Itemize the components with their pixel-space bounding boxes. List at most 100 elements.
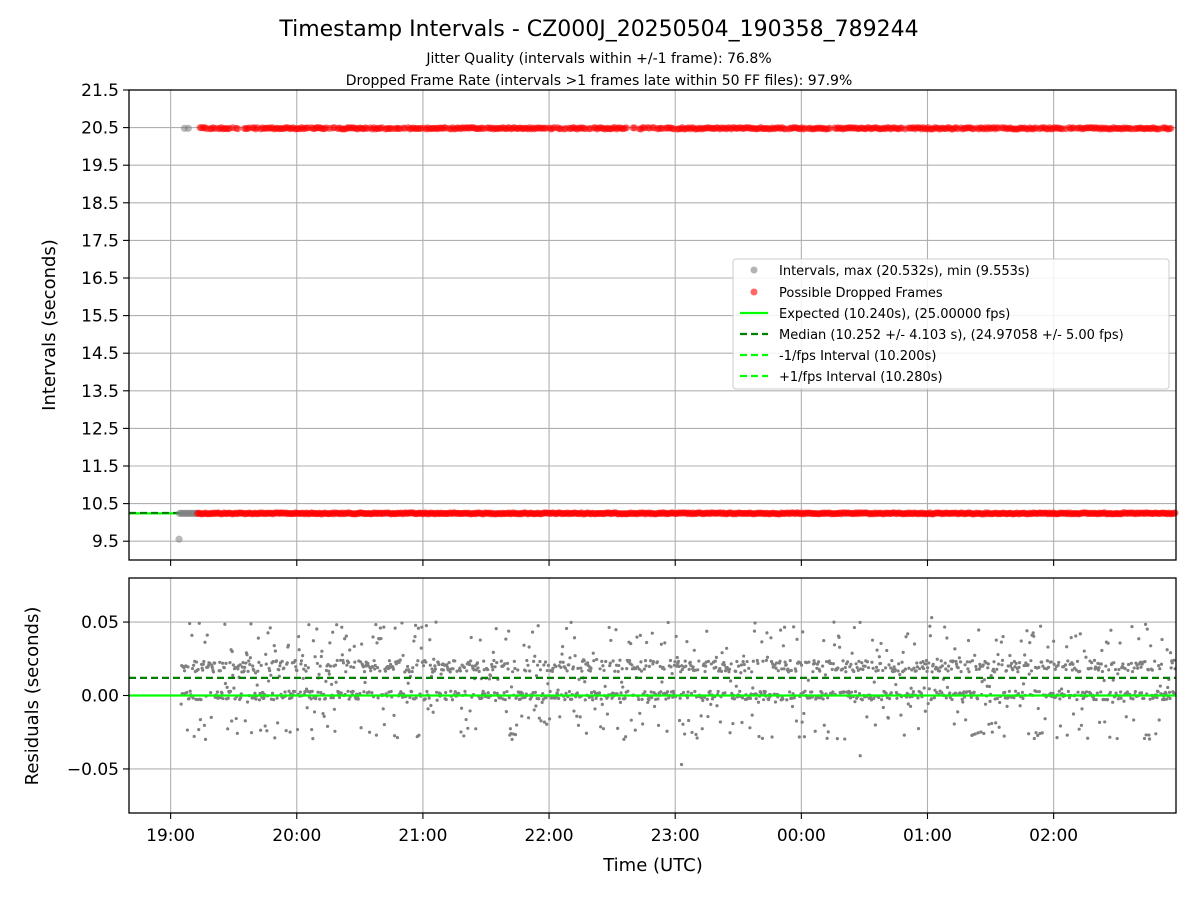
- residual-point: [472, 668, 476, 672]
- residual-point: [914, 669, 918, 673]
- residual-point: [1157, 663, 1161, 668]
- residual-point: [504, 710, 509, 714]
- residual-point: [270, 691, 275, 695]
- residual-point: [358, 660, 363, 664]
- residual-point: [568, 656, 572, 660]
- residual-point: [982, 678, 986, 682]
- residual-point: [297, 648, 301, 652]
- residual-point: [428, 663, 432, 667]
- chart-subtitle-dropped: Dropped Frame Rate (intervals >1 frames …: [346, 73, 853, 89]
- residual-point: [534, 674, 539, 678]
- residual-point: [926, 701, 930, 706]
- residual-point: [1043, 717, 1047, 721]
- residual-point: [1053, 667, 1057, 671]
- residual-point: [591, 698, 595, 702]
- residual-point: [327, 672, 331, 676]
- residual-point: [1034, 690, 1039, 694]
- residual-point: [1017, 661, 1022, 665]
- residual-point: [703, 669, 707, 674]
- residual-point: [188, 621, 192, 626]
- residual-point: [625, 667, 629, 671]
- residual-point: [209, 715, 213, 719]
- residual-point: [734, 684, 738, 688]
- residual-point: [881, 705, 885, 710]
- residual-point: [282, 666, 286, 670]
- residual-point: [1139, 665, 1143, 669]
- residual-point: [557, 696, 561, 701]
- residual-point: [481, 689, 485, 693]
- residual-point: [303, 690, 307, 694]
- residual-point: [538, 668, 543, 672]
- residual-point: [340, 625, 344, 629]
- residual-point: [400, 621, 404, 625]
- residual-point: [339, 691, 343, 695]
- residual-point: [475, 661, 480, 665]
- residual-point: [255, 683, 259, 687]
- residual-point: [1026, 663, 1030, 667]
- residual-point: [940, 664, 944, 668]
- residual-point: [309, 697, 313, 701]
- residual-point: [988, 699, 992, 703]
- residual-point: [414, 696, 418, 700]
- residual-point: [1172, 658, 1176, 662]
- residual-point: [331, 630, 335, 634]
- residual-point: [306, 666, 310, 670]
- residual-point: [860, 698, 864, 702]
- residual-point: [1147, 737, 1152, 741]
- residual-point: [969, 691, 973, 695]
- residual-point: [637, 697, 641, 702]
- residual-point: [328, 664, 333, 668]
- residual-point: [704, 664, 708, 668]
- residual-point: [935, 690, 939, 695]
- residual-point: [887, 663, 891, 667]
- residual-point: [571, 665, 575, 669]
- residual-point: [249, 731, 254, 735]
- residual-point: [469, 659, 473, 663]
- residual-point: [835, 737, 839, 741]
- residual-point: [658, 664, 662, 669]
- residual-point: [742, 662, 746, 667]
- residual-point: [360, 642, 364, 646]
- residual-point: [537, 716, 541, 720]
- residual-point: [275, 696, 279, 700]
- residual-point: [318, 664, 322, 668]
- top-y-tick-label: 9.5: [92, 532, 119, 552]
- residual-point: [666, 690, 670, 694]
- residual-point: [319, 654, 323, 659]
- residual-point: [760, 736, 765, 740]
- residual-point: [788, 658, 792, 663]
- residual-point: [451, 667, 455, 671]
- residual-point: [751, 659, 755, 663]
- residual-point: [1116, 672, 1120, 676]
- residual-point: [674, 634, 678, 638]
- residual-point: [872, 696, 876, 701]
- residual-point: [800, 720, 804, 724]
- residual-point: [278, 664, 282, 668]
- residual-point: [223, 681, 228, 686]
- residual-point: [1064, 667, 1068, 672]
- residual-point: [996, 662, 1001, 666]
- residual-point: [656, 697, 660, 701]
- residual-point: [526, 663, 530, 667]
- residual-point: [1092, 697, 1096, 702]
- residual-point: [546, 682, 550, 686]
- residual-point: [812, 659, 816, 663]
- residual-point: [1003, 696, 1007, 700]
- residual-point: [826, 730, 830, 734]
- residual-point: [462, 665, 466, 670]
- residual-point: [378, 626, 382, 630]
- residual-point: [407, 670, 411, 674]
- residual-point: [499, 659, 503, 663]
- residual-point: [334, 680, 338, 684]
- residual-point: [486, 668, 490, 672]
- legend-label-intervals: Intervals, max (20.532s), min (9.553s): [779, 264, 1030, 279]
- residual-point: [316, 690, 320, 694]
- residual-point: [1170, 661, 1174, 665]
- residual-point: [1147, 733, 1151, 737]
- residual-point: [890, 659, 894, 663]
- residual-point: [651, 660, 656, 664]
- residual-point: [1097, 720, 1102, 724]
- residual-point: [822, 723, 826, 727]
- residual-point: [673, 660, 677, 664]
- residual-point: [1108, 735, 1112, 739]
